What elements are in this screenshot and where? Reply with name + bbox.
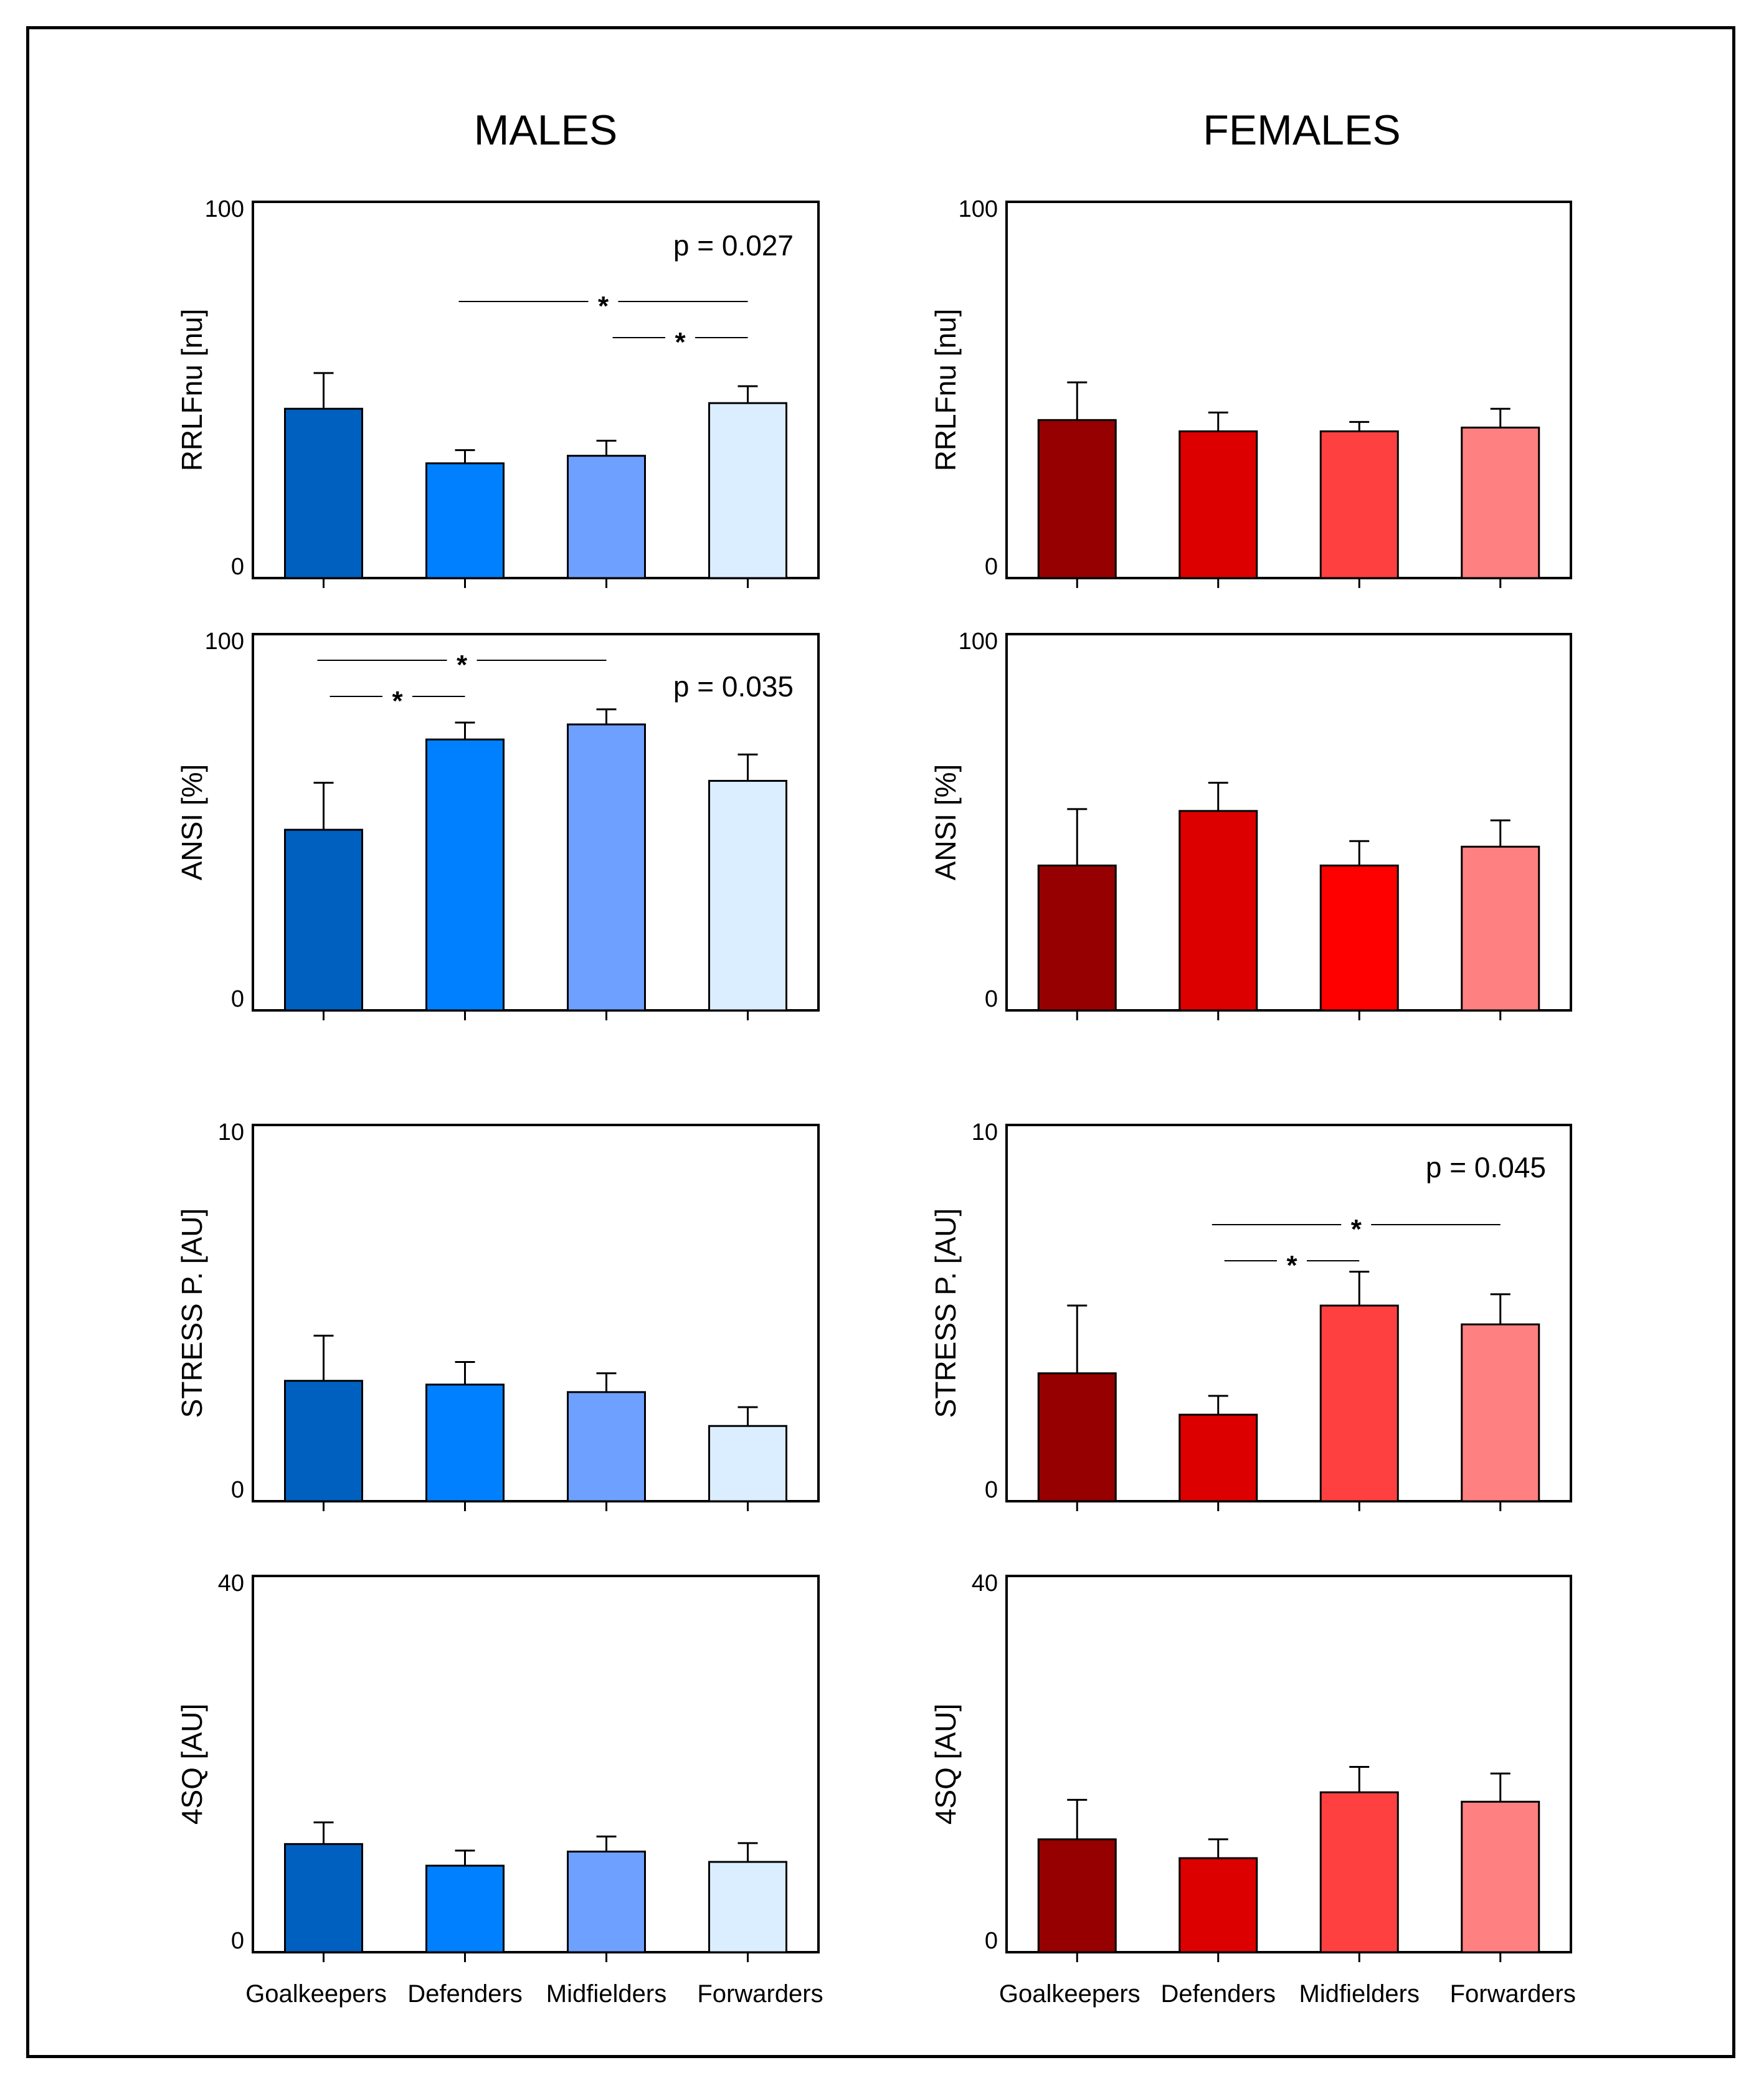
y-tick-max-5: 10 [972, 1119, 998, 1146]
x-label-forwarders-7: Forwarders [1450, 1980, 1576, 2008]
bar-goalkeepers-5 [1037, 1372, 1117, 1502]
x-label-defenders-6: Defenders [407, 1980, 523, 2008]
y-tick-min-4: 0 [231, 1477, 244, 1503]
y-axis-label-5: STRESS P. [AU] [929, 1208, 962, 1418]
y-axis-label-6: 4SQ [AU] [176, 1704, 208, 1825]
bar-midfielders-0 [567, 455, 646, 579]
bar-forwarders-7 [1461, 1800, 1540, 1953]
y-axis-label-7: 4SQ [AU] [929, 1704, 962, 1825]
y-tick-min-1: 0 [985, 554, 998, 580]
bar-goalkeepers-1 [1037, 419, 1117, 579]
y-tick-min-0: 0 [231, 554, 244, 580]
sig-star-2-1: * [392, 686, 403, 716]
bar-midfielders-4 [567, 1391, 646, 1502]
panel-frame-0 [252, 201, 820, 579]
sig-star-5-1: * [1286, 1250, 1297, 1281]
x-label-midfielders-7: Midfielders [1299, 1980, 1420, 2008]
y-tick-min-7: 0 [985, 1928, 998, 1954]
y-axis-label-1: RRLFnu [nu] [929, 309, 962, 472]
panel-frame-7 [1005, 1575, 1572, 1953]
bar-forwarders-5 [1461, 1323, 1540, 1502]
y-tick-max-6: 40 [218, 1570, 244, 1597]
y-axis-label-4: STRESS P. [AU] [176, 1208, 208, 1418]
panel-frame-4 [252, 1124, 820, 1502]
y-tick-max-0: 100 [205, 196, 244, 222]
panel-frame-6 [252, 1575, 820, 1953]
bar-forwarders-0 [708, 402, 787, 579]
bar-midfielders-7 [1319, 1791, 1399, 1953]
bar-midfielders-1 [1319, 430, 1399, 579]
y-axis-label-0: RRLFnu [nu] [176, 309, 208, 472]
y-tick-max-1: 100 [959, 196, 998, 222]
p-value-2: p = 0.035 [673, 670, 794, 703]
bar-midfielders-3 [1319, 864, 1399, 1012]
bar-defenders-3 [1178, 810, 1258, 1012]
bar-goalkeepers-4 [284, 1380, 363, 1502]
males-column-title: MALES [473, 107, 618, 154]
y-tick-max-3: 100 [959, 629, 998, 655]
bar-defenders-2 [425, 738, 505, 1012]
p-value-5: p = 0.045 [1426, 1151, 1546, 1184]
bar-midfielders-5 [1319, 1304, 1399, 1502]
x-label-midfielders-6: Midfielders [546, 1980, 666, 2008]
sig-star-2-0: * [457, 650, 468, 680]
bar-goalkeepers-0 [284, 407, 363, 579]
figure-frame [26, 26, 1735, 2058]
y-axis-label-3: ANSI [%] [929, 764, 962, 881]
sig-star-0-0: * [598, 291, 609, 321]
bar-defenders-7 [1178, 1857, 1258, 1953]
bar-goalkeepers-6 [284, 1843, 363, 1953]
y-axis-label-2: ANSI [%] [176, 764, 208, 881]
bar-goalkeepers-7 [1037, 1838, 1117, 1953]
p-value-0: p = 0.027 [673, 229, 794, 262]
y-tick-min-6: 0 [231, 1928, 244, 1954]
bar-forwarders-4 [708, 1425, 787, 1502]
x-label-goalkeepers-6: Goalkeepers [245, 1980, 387, 2008]
y-tick-max-4: 10 [218, 1119, 244, 1146]
bar-goalkeepers-3 [1037, 864, 1117, 1012]
bar-forwarders-2 [708, 780, 787, 1012]
bar-midfielders-6 [567, 1850, 646, 1953]
y-tick-min-5: 0 [985, 1477, 998, 1503]
bar-defenders-5 [1178, 1413, 1258, 1502]
bar-forwarders-3 [1461, 845, 1540, 1012]
panel-frame-3 [1005, 633, 1572, 1012]
sig-star-0-1: * [675, 327, 686, 358]
panel-frame-2 [252, 633, 820, 1012]
y-tick-max-2: 100 [205, 629, 244, 655]
sig-star-5-0: * [1351, 1214, 1362, 1245]
y-tick-max-7: 40 [972, 1570, 998, 1597]
bar-defenders-6 [425, 1864, 505, 1953]
x-label-forwarders-6: Forwarders [697, 1980, 823, 2008]
bar-goalkeepers-2 [284, 828, 363, 1012]
bar-defenders-0 [425, 462, 505, 579]
x-label-defenders-7: Defenders [1160, 1980, 1276, 2008]
bar-midfielders-2 [567, 723, 646, 1012]
bar-defenders-1 [1178, 430, 1258, 579]
bar-forwarders-1 [1461, 426, 1540, 579]
bar-forwarders-6 [708, 1861, 787, 1953]
bar-defenders-4 [425, 1383, 505, 1502]
y-tick-min-2: 0 [231, 986, 244, 1012]
panel-frame-1 [1005, 201, 1572, 579]
x-label-goalkeepers-7: Goalkeepers [999, 1980, 1140, 2008]
y-tick-min-3: 0 [985, 986, 998, 1012]
females-column-title: FEMALES [1203, 107, 1401, 154]
panel-frame-5 [1005, 1124, 1572, 1502]
